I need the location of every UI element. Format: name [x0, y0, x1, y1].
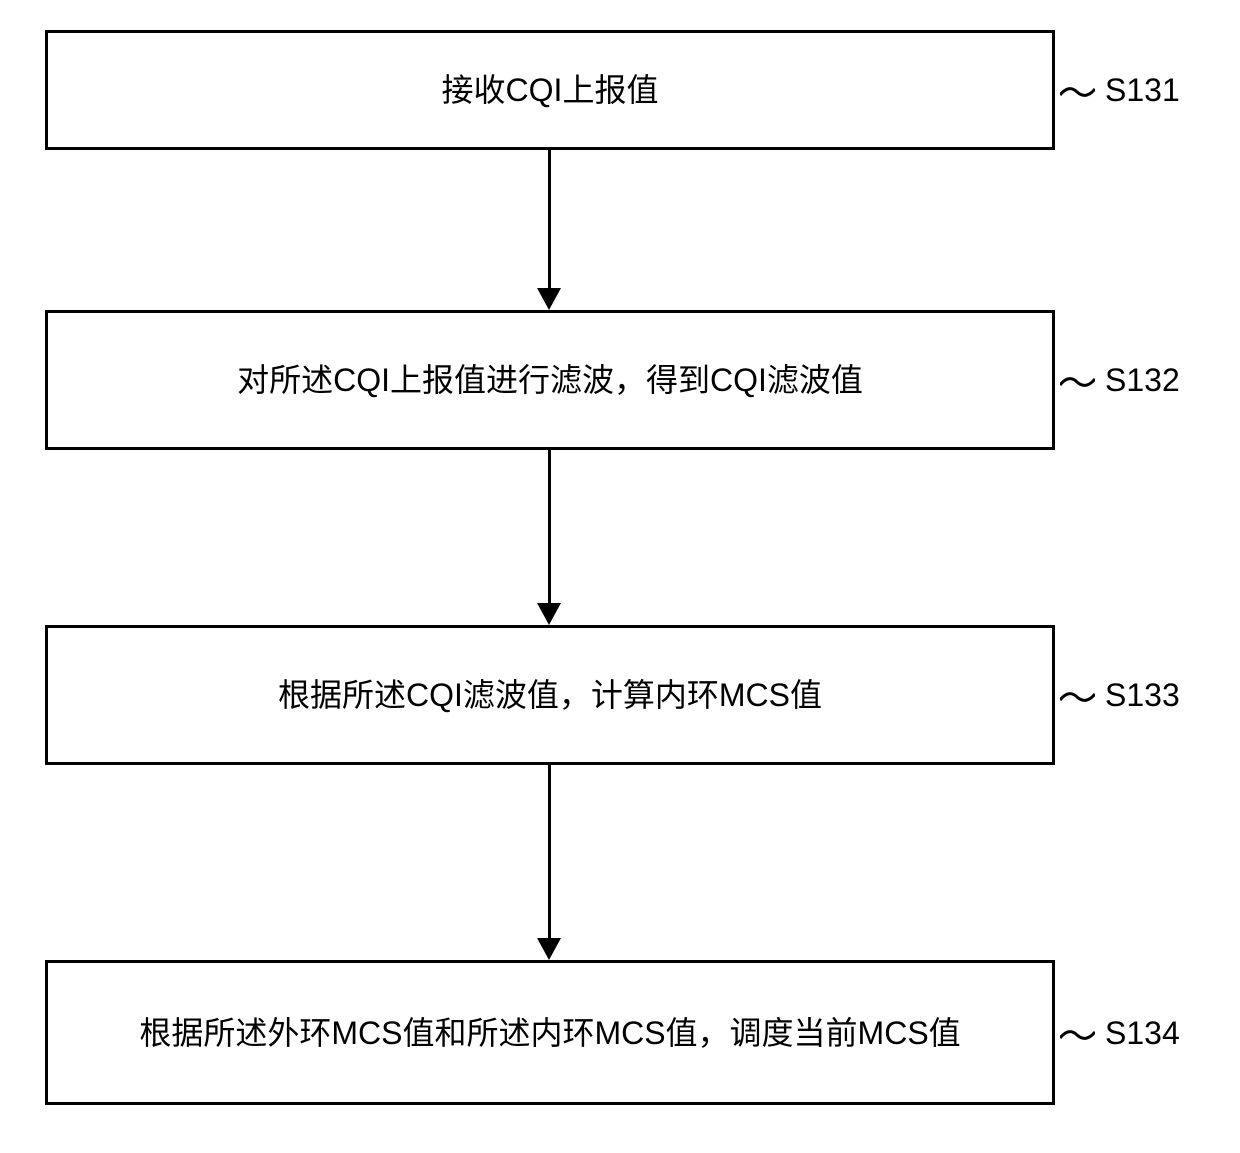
tilde-connector — [1060, 1025, 1095, 1045]
arrow-line — [548, 450, 551, 603]
tilde-connector — [1060, 372, 1095, 392]
flow-step-text: 根据所述CQI滤波值，计算内环MCS值 — [268, 661, 832, 729]
step-label-s134: S134 — [1105, 1015, 1180, 1052]
tilde-connector — [1060, 687, 1095, 707]
flow-step-s133: 根据所述CQI滤波值，计算内环MCS值 — [45, 625, 1055, 765]
flow-step-text: 对所述CQI上报值进行滤波，得到CQI滤波值 — [227, 346, 873, 414]
step-label-s131: S131 — [1105, 72, 1180, 109]
flow-step-s131: 接收CQI上报值 — [45, 30, 1055, 150]
arrow-line — [548, 765, 551, 938]
step-label-s133: S133 — [1105, 677, 1180, 714]
arrow-head — [537, 603, 561, 625]
arrow-head — [537, 938, 561, 960]
flow-step-text: 根据所述外环MCS值和所述内环MCS值，调度当前MCS值 — [129, 999, 970, 1067]
flowchart-container: 接收CQI上报值 S131 对所述CQI上报值进行滤波，得到CQI滤波值 S13… — [0, 0, 1240, 1153]
flow-step-s132: 对所述CQI上报值进行滤波，得到CQI滤波值 — [45, 310, 1055, 450]
step-label-s132: S132 — [1105, 362, 1180, 399]
flow-step-s134: 根据所述外环MCS值和所述内环MCS值，调度当前MCS值 — [45, 960, 1055, 1105]
arrow-head — [537, 288, 561, 310]
tilde-connector — [1060, 82, 1095, 102]
arrow-line — [548, 150, 551, 288]
flow-step-text: 接收CQI上报值 — [432, 56, 669, 124]
